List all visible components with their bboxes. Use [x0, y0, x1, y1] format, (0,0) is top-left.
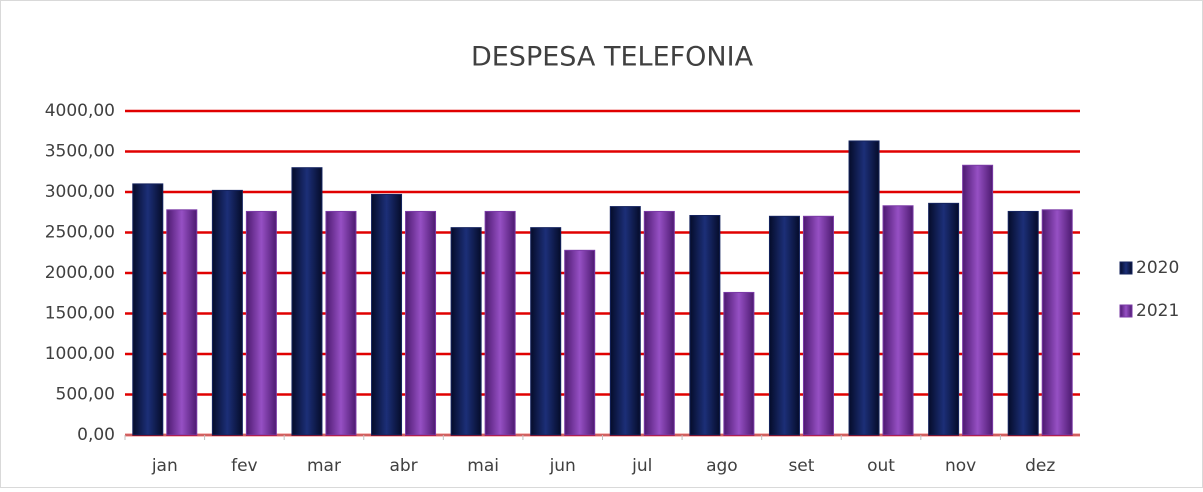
bar: [1041, 209, 1073, 436]
bar: [371, 193, 403, 436]
bar: [405, 210, 437, 436]
x-tick-label: abr: [389, 456, 417, 476]
bar: [689, 214, 721, 436]
bar: [325, 210, 357, 436]
bar: [166, 209, 198, 436]
x-tick-label: jun: [549, 456, 576, 476]
y-tick-label: 0,00: [77, 425, 115, 445]
bar: [882, 205, 914, 436]
bar: [530, 227, 562, 436]
legend-label: 2020: [1136, 258, 1179, 278]
bar: [609, 206, 641, 436]
bar: [484, 210, 516, 436]
y-tick-label: 3000,00: [45, 182, 115, 202]
bar: [245, 210, 277, 436]
y-tick-label: 1000,00: [45, 344, 115, 364]
y-tick-label: 500,00: [56, 385, 115, 405]
x-tick-label: mar: [307, 456, 341, 476]
y-tick-label: 3500,00: [45, 142, 115, 162]
bar: [928, 202, 960, 436]
bar: [564, 249, 596, 436]
x-tick-label: mai: [467, 456, 499, 476]
legend-swatch: [1119, 261, 1133, 275]
bar: [450, 227, 482, 436]
x-tick-label: set: [788, 456, 814, 476]
y-tick-label: 1500,00: [45, 304, 115, 324]
x-tick-label: out: [867, 456, 895, 476]
bar: [802, 215, 834, 436]
x-tick-label: jan: [151, 456, 178, 476]
bar: [768, 215, 800, 436]
bar: [132, 183, 164, 436]
y-tick-label: 2000,00: [45, 263, 115, 283]
bar: [291, 167, 323, 436]
bar: [211, 189, 243, 436]
bar: [1007, 210, 1039, 436]
x-tick-label: nov: [945, 456, 976, 476]
bar: [962, 164, 994, 436]
x-tick-label: dez: [1025, 456, 1055, 476]
legend-swatch: [1119, 304, 1133, 318]
y-tick-label: 4000,00: [45, 101, 115, 121]
y-tick-label: 2500,00: [45, 223, 115, 243]
bar: [723, 291, 755, 436]
x-tick-label: jul: [631, 456, 652, 476]
legend-label: 2021: [1136, 301, 1179, 321]
x-tick-label: fev: [231, 456, 258, 476]
bar: [848, 140, 880, 436]
x-tick-label: ago: [706, 456, 738, 476]
chart-title: DESPESA TELEFONIA: [471, 42, 754, 73]
bar: [643, 210, 675, 436]
